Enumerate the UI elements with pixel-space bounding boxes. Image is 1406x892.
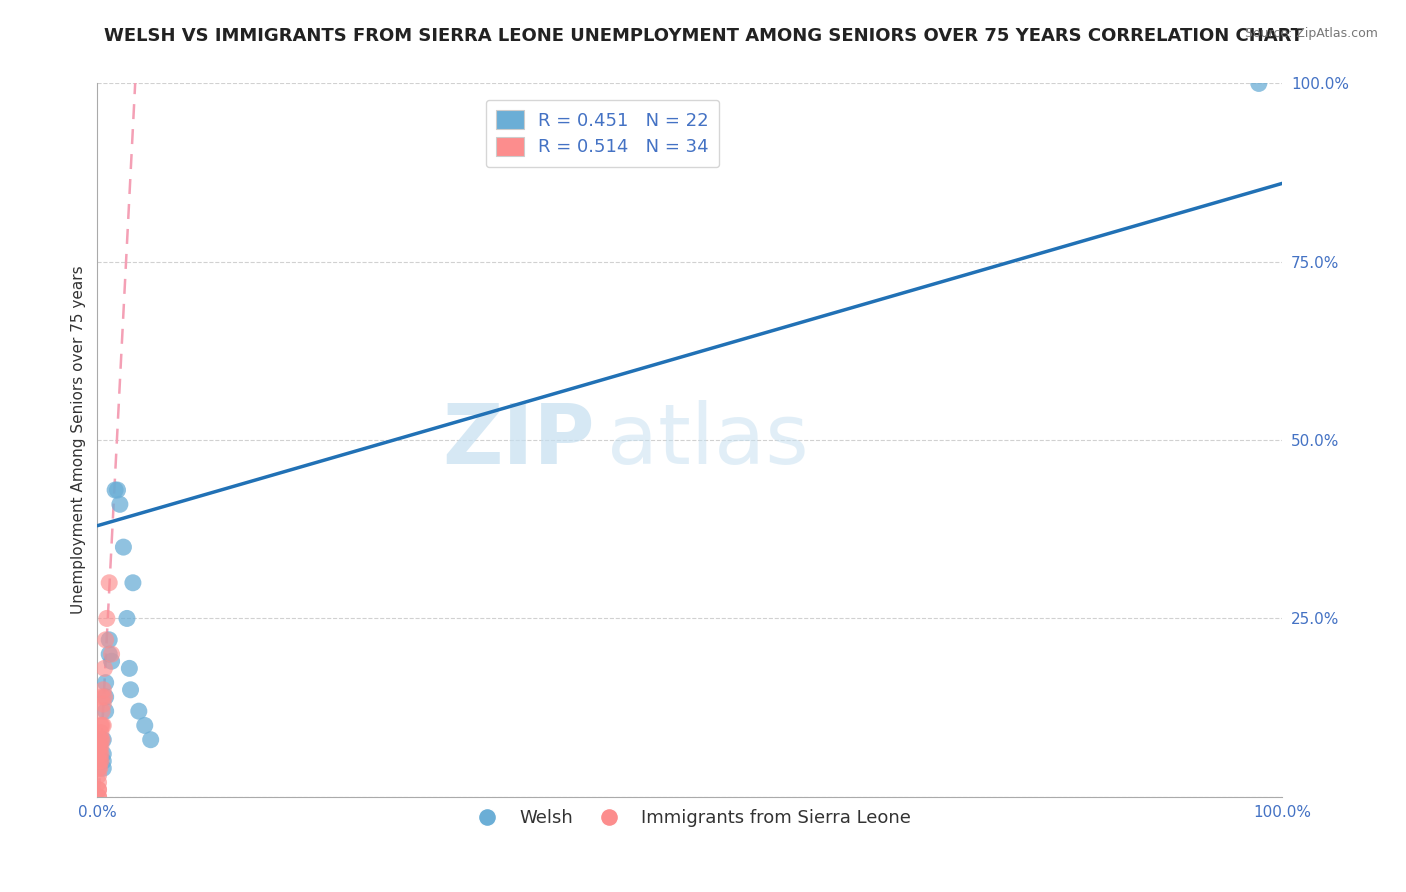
Point bbox=[91, 754, 114, 768]
Text: atlas: atlas bbox=[607, 400, 808, 481]
Point bbox=[90, 739, 112, 754]
Point bbox=[90, 754, 112, 768]
Point bbox=[1247, 77, 1270, 91]
Point bbox=[122, 575, 145, 590]
Point bbox=[104, 483, 127, 497]
Point bbox=[98, 575, 121, 590]
Point bbox=[128, 704, 150, 718]
Point bbox=[94, 690, 117, 704]
Y-axis label: Unemployment Among Seniors over 75 years: Unemployment Among Seniors over 75 years bbox=[72, 266, 86, 615]
Point bbox=[100, 647, 122, 661]
Text: ZIP: ZIP bbox=[443, 400, 595, 481]
Point bbox=[115, 611, 138, 625]
Point bbox=[91, 704, 114, 718]
Point bbox=[98, 647, 121, 661]
Point bbox=[87, 739, 110, 754]
Point bbox=[91, 718, 114, 732]
Point bbox=[91, 747, 114, 761]
Point bbox=[87, 754, 110, 768]
Point bbox=[90, 725, 112, 739]
Point bbox=[139, 732, 162, 747]
Point bbox=[89, 747, 111, 761]
Point bbox=[89, 754, 111, 768]
Point bbox=[96, 611, 118, 625]
Point bbox=[89, 761, 111, 775]
Point bbox=[100, 654, 122, 668]
Point bbox=[91, 761, 114, 775]
Point bbox=[87, 761, 110, 775]
Point bbox=[87, 747, 110, 761]
Point bbox=[87, 782, 110, 797]
Point bbox=[87, 789, 110, 804]
Point bbox=[93, 690, 115, 704]
Legend: Welsh, Immigrants from Sierra Leone: Welsh, Immigrants from Sierra Leone bbox=[461, 802, 918, 834]
Point bbox=[91, 732, 114, 747]
Point bbox=[107, 483, 129, 497]
Point bbox=[120, 682, 142, 697]
Point bbox=[91, 718, 114, 732]
Text: WELSH VS IMMIGRANTS FROM SIERRA LEONE UNEMPLOYMENT AMONG SENIORS OVER 75 YEARS C: WELSH VS IMMIGRANTS FROM SIERRA LEONE UN… bbox=[104, 27, 1302, 45]
Point bbox=[91, 682, 114, 697]
Point bbox=[90, 732, 112, 747]
Point bbox=[118, 661, 141, 675]
Point bbox=[87, 768, 110, 782]
Point bbox=[89, 739, 111, 754]
Point bbox=[91, 732, 114, 747]
Point bbox=[90, 718, 112, 732]
Point bbox=[94, 704, 117, 718]
Point bbox=[91, 690, 114, 704]
Point bbox=[98, 632, 121, 647]
Point bbox=[87, 789, 110, 804]
Point bbox=[94, 632, 117, 647]
Point bbox=[134, 718, 156, 732]
Point bbox=[87, 775, 110, 789]
Point bbox=[108, 497, 131, 511]
Point bbox=[87, 782, 110, 797]
Point bbox=[90, 747, 112, 761]
Text: Source: ZipAtlas.com: Source: ZipAtlas.com bbox=[1244, 27, 1378, 40]
Point bbox=[91, 697, 114, 711]
Point bbox=[94, 675, 117, 690]
Point bbox=[89, 732, 111, 747]
Point bbox=[112, 540, 135, 554]
Point bbox=[93, 661, 115, 675]
